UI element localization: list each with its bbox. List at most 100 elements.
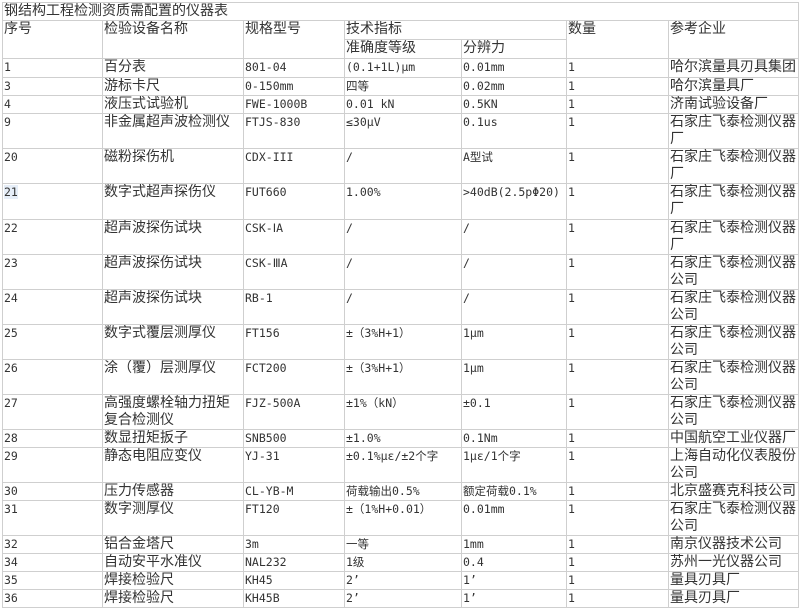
table-row: 21 数字式超声探伤仪 FUT660 1.00% >40dB(2.5pΦ20) 1 石家庄飞… [2, 183, 800, 220]
cell-name: 数字式超声探伤仪 [102, 183, 244, 220]
cell-qty: 1 [566, 219, 669, 255]
cell-qty: 1 [566, 113, 669, 149]
cell-seq: 32 [2, 535, 103, 554]
cell-accuracy: 四等 [344, 77, 462, 96]
cell-model: KH45B [243, 589, 345, 608]
header-resolution: 分辨力 [461, 39, 567, 59]
cell-seq: 21 [2, 183, 103, 220]
cell-seq: 23 [2, 254, 103, 290]
cell-company: 量具刃具厂 [667, 571, 800, 590]
cell-qty: 1 [566, 77, 669, 96]
cell-accuracy: ±（1%H+0.01） [344, 500, 462, 536]
cell-resolution: / [461, 254, 567, 290]
cell-accuracy: 2’ [344, 571, 462, 590]
cell-resolution: / [461, 219, 567, 255]
cell-accuracy: ±0.1%με/±2个字 [344, 447, 462, 483]
cell-qty: 1 [566, 254, 669, 290]
cell-company: 济南试验设备厂 [667, 95, 800, 114]
cell-name: 高强度螺栓轴力扭矩复合检测仪 [102, 394, 244, 430]
cell-resolution: 0.01mm [461, 58, 567, 78]
table-row: 26 涂（覆）层测厚仪 FCT200 ±（3%H+1） 1μm 1 石家庄飞泰检测仪器公司 [2, 359, 800, 395]
cell-model: NAL232 [243, 553, 345, 572]
cell-qty: 1 [566, 58, 669, 78]
table-row: 31 数字测厚仪 FT120 ±（1%H+0.01） 0.01mm 1 石家庄飞泰检测仪器公… [2, 500, 800, 536]
cell-qty: 1 [566, 553, 669, 572]
cell-company: 石家庄飞泰检测仪器厂 [667, 113, 800, 149]
cell-name: 焊接检验尺 [102, 571, 244, 590]
cell-accuracy: / [344, 254, 462, 290]
table-row: 28 数显扭矩扳子 SNB500 ±1.0% 0.1Nm 1 中国航空工业仪器厂 [2, 429, 800, 448]
cell-qty: 1 [566, 183, 669, 220]
cell-qty: 1 [566, 289, 669, 325]
cell-model: FUT660 [243, 183, 345, 220]
table-row: 34 自动安平水准仪 NAL232 1级 0.4 1 苏州一光仪器公司 [2, 553, 800, 572]
cell-qty: 1 [566, 447, 669, 483]
cell-model: FTJS-830 [243, 113, 345, 149]
cell-name: 百分表 [102, 58, 244, 78]
cell-company: 石家庄飞泰检测仪器厂 [667, 183, 800, 220]
cell-model: 801-04 [243, 58, 345, 78]
cell-model: FCT200 [243, 359, 345, 395]
cell-qty: 1 [566, 429, 669, 448]
table-row: 23 超声波探伤试块 CSK-ⅢA //1 石家庄飞泰检测仪器公司 [2, 254, 800, 290]
cell-seq: 28 [2, 429, 103, 448]
cell-seq: 9 [2, 113, 103, 149]
cell-model: SNB500 [243, 429, 345, 448]
cell-name: 超声波探伤试块 [102, 254, 244, 290]
cell-seq: 4 [2, 95, 103, 114]
cell-seq: 35 [2, 571, 103, 590]
header-accuracy: 准确度等级 [344, 39, 462, 59]
cell-accuracy: ±（3%H+1） [344, 359, 462, 395]
cell-accuracy: 1.00% [344, 183, 462, 220]
cell-name: 压力传感器 [102, 482, 244, 501]
cell-name: 焊接检验尺 [102, 589, 244, 608]
cell-seq: 20 [2, 148, 103, 184]
cell-company: 石家庄飞泰检测仪器公司 [667, 500, 800, 536]
cell-seq: 31 [2, 500, 103, 536]
cell-company: 哈尔滨量具厂 [667, 77, 800, 96]
table-row: 22 超声波探伤试块 CSK-ⅠA //1 石家庄飞泰检测仪器厂 [2, 219, 800, 255]
cell-name: 液压式试验机 [102, 95, 244, 114]
cell-resolution: 1μm [461, 359, 567, 395]
table-row: 9 非金属超声波检测仪 FTJS-830 ≤30μV 0.1us 1 石家庄飞泰检测仪器厂 [2, 113, 800, 149]
cell-model: FJZ-500A [243, 394, 345, 430]
header-company: 参考企业 [667, 20, 800, 59]
table-row: 32 铝合金塔尺 3m 一等 1mm 1 南京仪器技术公司 [2, 535, 800, 554]
title-row: 钢结构工程检测资质需配置的仪器表 [1, 2, 800, 21]
cell-accuracy: ±1.0% [344, 429, 462, 448]
cell-name: 游标卡尺 [102, 77, 244, 96]
cell-name: 铝合金塔尺 [102, 535, 244, 554]
cell-qty: 1 [566, 359, 669, 395]
cell-model: FT120 [243, 500, 345, 536]
table-row: 30 压力传感器 CL-YB-M 荷载输出0.5% 额定荷载0.1% 1 北京盛赛克科技公司 [2, 482, 800, 501]
cell-name: 超声波探伤试块 [102, 219, 244, 255]
cell-resolution: 0.5KN [461, 95, 567, 114]
cell-company: 石家庄飞泰检测仪器公司 [667, 289, 800, 325]
table-row: 1 百分表 801-04 (0.1+1L)μm 0.01mm 1 哈尔滨量具刃具集团 [2, 58, 800, 78]
cell-resolution: 1’ [461, 589, 567, 608]
cell-name: 超声波探伤试块 [102, 289, 244, 325]
cell-model: 3m [243, 535, 345, 554]
cell-company: 石家庄飞泰检测仪器公司 [667, 394, 800, 430]
cell-qty: 1 [566, 482, 669, 501]
cell-accuracy: 1级 [344, 553, 462, 572]
cell-model: CDX-III [243, 148, 345, 184]
cell-accuracy: 0.01 kN [344, 95, 462, 114]
cell-seq: 22 [2, 219, 103, 255]
cell-resolution: 0.4 [461, 553, 567, 572]
cell-accuracy: / [344, 219, 462, 255]
cell-seq: 26 [2, 359, 103, 395]
cell-name: 静态电阻应变仪 [102, 447, 244, 483]
cell-model: FWE-1000B [243, 95, 345, 114]
cell-resolution: 0.01mm [461, 500, 567, 536]
cell-seq: 3 [2, 77, 103, 96]
cell-resolution: 额定荷载0.1% [461, 482, 567, 501]
cell-company: 南京仪器技术公司 [667, 535, 800, 554]
cell-accuracy: / [344, 289, 462, 325]
cell-resolution: 0.1us [461, 113, 567, 149]
cell-seq: 1 [2, 58, 103, 78]
cell-qty: 1 [566, 394, 669, 430]
cell-model: 0-150mm [243, 77, 345, 96]
cell-qty: 1 [566, 148, 669, 184]
cell-qty: 1 [566, 589, 669, 608]
